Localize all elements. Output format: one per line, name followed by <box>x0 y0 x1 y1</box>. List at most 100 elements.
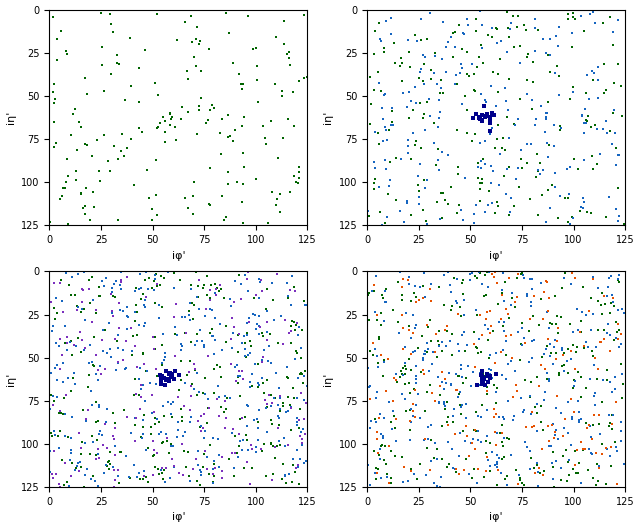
Point <box>79 483 89 491</box>
Point <box>116 447 127 456</box>
Point <box>376 86 386 95</box>
Point <box>272 442 282 450</box>
Point <box>501 351 511 360</box>
Point <box>596 301 606 309</box>
Point <box>590 353 600 362</box>
Point <box>93 417 103 425</box>
Point <box>210 314 220 323</box>
Point <box>364 212 374 221</box>
Point <box>162 434 172 442</box>
Point <box>160 381 170 389</box>
Point <box>370 26 380 35</box>
Point <box>160 353 170 362</box>
Point <box>476 371 486 380</box>
Point <box>492 451 502 459</box>
Point <box>408 129 418 138</box>
Point <box>602 365 612 374</box>
Point <box>205 106 215 115</box>
Point <box>296 389 307 397</box>
Point <box>413 193 424 201</box>
Point <box>183 203 193 212</box>
Point <box>563 218 573 226</box>
Point <box>46 391 56 399</box>
Point <box>204 404 214 412</box>
Point <box>110 335 120 344</box>
Point <box>442 398 452 407</box>
Point <box>130 421 140 430</box>
Point <box>570 461 580 469</box>
Point <box>100 419 111 428</box>
Point <box>94 167 104 176</box>
Point <box>509 412 519 421</box>
Point <box>156 378 166 386</box>
Point <box>436 84 447 92</box>
Point <box>187 38 197 46</box>
Point <box>126 429 136 437</box>
Point <box>61 268 71 277</box>
Point <box>167 372 177 381</box>
Point <box>404 389 415 397</box>
Point <box>599 335 609 344</box>
Point <box>563 398 573 407</box>
Point <box>607 411 618 419</box>
Point <box>406 467 416 475</box>
Point <box>374 414 384 422</box>
Point <box>614 278 625 286</box>
Point <box>554 71 564 80</box>
Point <box>475 196 485 205</box>
Point <box>56 276 66 284</box>
Point <box>291 464 301 472</box>
Point <box>467 474 477 482</box>
Point <box>604 451 614 460</box>
Point <box>457 401 467 409</box>
Point <box>227 429 237 438</box>
Point <box>504 163 514 172</box>
Point <box>215 129 225 137</box>
Point <box>363 290 373 299</box>
Point <box>118 306 128 315</box>
Point <box>580 445 590 454</box>
Point <box>109 466 120 474</box>
Point <box>446 306 456 314</box>
Point <box>266 416 276 424</box>
Point <box>45 218 55 226</box>
Point <box>405 417 415 426</box>
Point <box>142 166 152 175</box>
Point <box>400 380 410 388</box>
Point <box>553 42 563 51</box>
Point <box>583 466 593 475</box>
Point <box>557 351 568 359</box>
Point <box>127 346 137 355</box>
Point <box>563 369 573 377</box>
Point <box>556 464 566 472</box>
Point <box>374 140 384 148</box>
Point <box>604 274 614 282</box>
Point <box>469 328 479 336</box>
Point <box>543 51 553 60</box>
Point <box>559 274 569 282</box>
Point <box>531 121 541 129</box>
Point <box>584 445 595 454</box>
Point <box>413 296 424 304</box>
Point <box>382 469 392 478</box>
Point <box>532 409 542 418</box>
Point <box>225 295 236 304</box>
Point <box>61 47 72 55</box>
Point <box>470 201 481 209</box>
Point <box>620 459 630 468</box>
Point <box>103 458 113 466</box>
Point <box>586 326 596 334</box>
Point <box>277 92 287 100</box>
Point <box>191 455 201 463</box>
Point <box>485 307 495 316</box>
Point <box>433 336 443 345</box>
Point <box>596 288 607 297</box>
Point <box>251 443 261 451</box>
Point <box>72 462 83 470</box>
Point <box>593 364 603 373</box>
Point <box>400 395 410 403</box>
Point <box>294 163 304 172</box>
Point <box>426 457 436 465</box>
Point <box>616 81 626 90</box>
Point <box>301 399 311 408</box>
